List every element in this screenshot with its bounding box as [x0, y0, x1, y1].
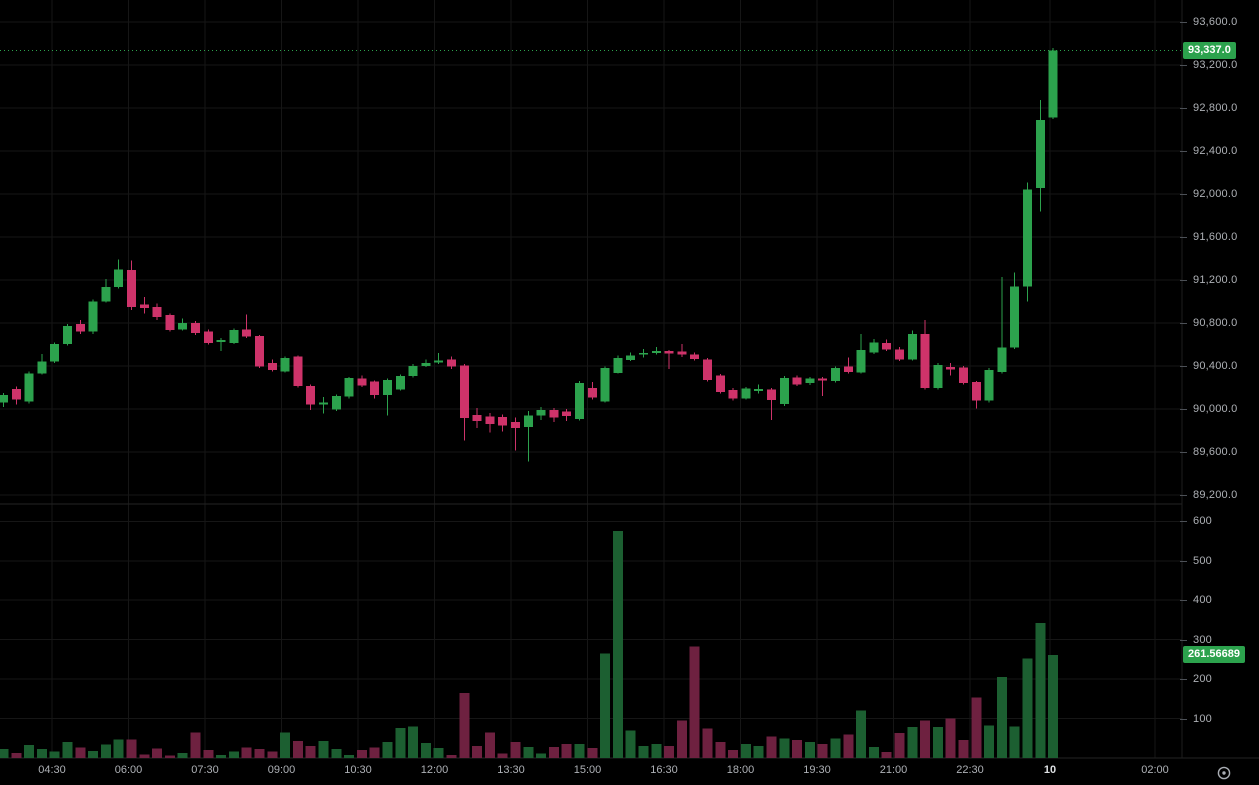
time-tick-label: 21:00: [879, 764, 908, 776]
axis-tick-label: 89,200.0: [1180, 488, 1237, 502]
axis-tick-label: 92,400.0: [1180, 144, 1237, 158]
time-axis[interactable]: 04:30 06:00 07:30 09:00 10:30 12:00 13:30 15:00…: [0, 758, 1259, 785]
axis-tick-label: 400: [1180, 593, 1212, 607]
axis-tick-label: 500: [1180, 554, 1212, 568]
time-tick-label: 18:00: [726, 764, 755, 776]
axis-tick-label: 91,200.0: [1180, 273, 1237, 287]
time-tick-label: 13:30: [497, 764, 525, 776]
time-tick-label: 10: [1043, 764, 1057, 776]
time-tick-label: 19:30: [803, 764, 831, 776]
axis-tick-label: 600: [1180, 514, 1212, 528]
candles: [0, 47, 1058, 462]
axis-tick-label: 92,800.0: [1180, 101, 1237, 115]
time-tick-label: 16:30: [650, 764, 678, 776]
time-tick-label: 04:30: [38, 764, 66, 776]
time-tick-label: 22:30: [956, 764, 984, 776]
axis-tick-label: 90,800.0: [1180, 316, 1237, 330]
time-tick-label: 06:00: [114, 764, 143, 776]
axis-tick-label: 91,600.0: [1180, 230, 1237, 244]
axis-tick-label: 90,400.0: [1180, 359, 1237, 373]
volume-bars: [0, 531, 1059, 758]
axis-tick-label: 100: [1180, 712, 1212, 726]
time-tick-label: 02:00: [1141, 764, 1169, 776]
current-volume-label: 261.56689: [1183, 646, 1245, 664]
price-axis[interactable]: 93,600.0 93,200.0 92,800.0 92,400.0 92,000.0…: [1180, 0, 1259, 758]
time-tick-label: 07:30: [191, 764, 219, 776]
time-tick-label: 15:00: [573, 764, 602, 776]
axis-tick-label: 93,600.0: [1180, 15, 1237, 29]
axis-tick-label: 89,600.0: [1180, 445, 1237, 459]
time-tick-label: 09:00: [267, 764, 296, 776]
axis-tick-label: 200: [1180, 672, 1212, 686]
clock-icon[interactable]: [1215, 764, 1233, 782]
time-tick-label: 12:00: [420, 764, 449, 776]
axis-tick-label: 90,000.0: [1180, 402, 1237, 416]
last-price-label: 93,337.0: [1183, 41, 1236, 59]
axis-tick-label: 92,000.0: [1180, 187, 1237, 201]
axis-tick-label: 300: [1180, 633, 1212, 647]
time-tick-label: 10:30: [344, 764, 372, 776]
axis-tick-label: 93,200.0: [1180, 58, 1237, 72]
